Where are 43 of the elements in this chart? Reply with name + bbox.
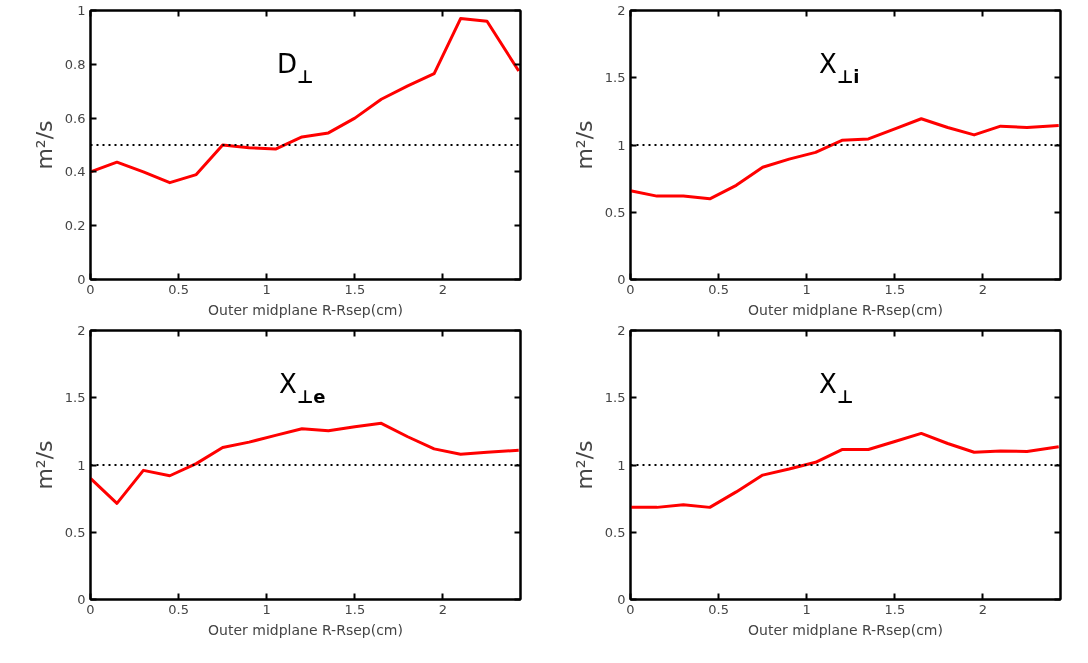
y-tick-label: 1 [77,3,86,18]
y-axis-title: m²/s [31,120,57,170]
y-tick-label: 1 [77,457,86,473]
text: D⊥ [276,49,314,88]
y-axis-title: m²/s [571,120,597,170]
x-tick-label: 2 [438,601,448,617]
x-tick-label: 1.5 [884,601,906,617]
y-tick-label: 0.4 [64,164,86,180]
x-tick-label: 0.5 [708,601,729,617]
y-tick-label: 0.8 [64,56,86,72]
x-tick-label: 1.5 [344,281,366,297]
x-axis-title: Outer midplane R-Rsep(cm) [748,621,943,638]
y-tick-label: 2 [617,3,626,18]
y-tick-label: 0.6 [64,110,86,126]
x-tick-label: 1 [262,281,271,297]
y-tick-label: 1 [617,457,626,473]
x-tick-label: 1.5 [344,601,366,617]
y-tick-label: 1 [617,137,626,153]
x-tick-label: 2 [978,281,988,297]
y-tick-label: 2 [77,323,86,338]
y-tick-label: 0.5 [604,204,626,220]
x-tick-label: 1 [802,601,811,617]
x-tick-label: 2 [438,281,448,297]
x-tick-label: 0.5 [168,601,189,617]
y-tick-label: 1.5 [604,70,626,86]
x-tick-label: 1 [802,281,811,297]
y-axis-title: m²/s [571,440,597,490]
y-tick-label: 0.5 [604,524,626,540]
y-tick-label: 0.5 [64,524,86,540]
y-tick-label: 1.5 [604,390,626,406]
y-tick-label: 2 [617,323,626,338]
x-tick-label: 1.5 [884,281,906,297]
y-tick-label: 0.2 [64,218,86,234]
x-axis-title: Outer midplane R-Rsep(cm) [208,301,403,318]
x-tick-label: 0.5 [168,281,189,297]
y-tick-label: 1.5 [64,390,86,406]
x-axis-title: Outer midplane R-Rsep(cm) [208,621,403,638]
x-tick-label: 0.5 [708,281,729,297]
text: X⊥ [819,369,854,408]
x-axis-title: Outer midplane R-Rsep(cm) [748,301,943,318]
x-tick-label: 1 [262,601,271,617]
x-tick-label: 2 [978,601,988,617]
y-axis-title: m²/s [31,440,57,490]
